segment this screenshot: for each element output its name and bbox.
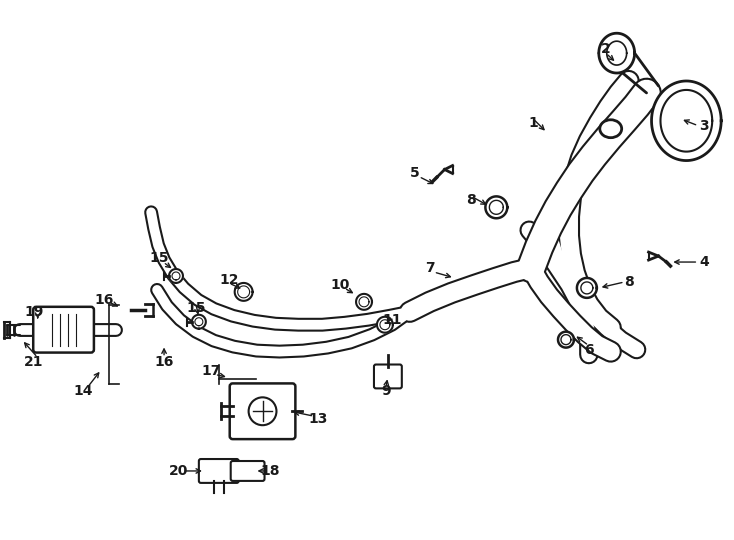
Text: 13: 13 xyxy=(308,412,328,426)
Text: 8: 8 xyxy=(467,193,476,207)
Polygon shape xyxy=(169,269,183,283)
Polygon shape xyxy=(558,332,574,348)
Text: 18: 18 xyxy=(261,464,280,478)
Polygon shape xyxy=(377,317,393,333)
Text: 21: 21 xyxy=(24,355,43,368)
FancyBboxPatch shape xyxy=(374,364,401,388)
Text: 9: 9 xyxy=(381,384,390,399)
Text: 15: 15 xyxy=(149,251,169,265)
Text: 15: 15 xyxy=(186,301,206,315)
Text: 12: 12 xyxy=(219,273,239,287)
Ellipse shape xyxy=(600,120,622,138)
Text: 7: 7 xyxy=(425,261,435,275)
FancyBboxPatch shape xyxy=(33,307,94,353)
Text: 3: 3 xyxy=(700,119,709,133)
Text: 16: 16 xyxy=(154,355,174,368)
Polygon shape xyxy=(192,315,206,329)
Polygon shape xyxy=(235,283,252,301)
Text: 4: 4 xyxy=(700,255,709,269)
Polygon shape xyxy=(577,278,597,298)
Text: 20: 20 xyxy=(170,464,189,478)
Polygon shape xyxy=(652,81,722,160)
Text: 19: 19 xyxy=(24,305,43,319)
Text: 10: 10 xyxy=(330,278,350,292)
FancyBboxPatch shape xyxy=(230,383,295,439)
FancyBboxPatch shape xyxy=(230,461,264,481)
Text: 2: 2 xyxy=(601,42,611,56)
Polygon shape xyxy=(356,294,372,310)
Text: 8: 8 xyxy=(624,275,633,289)
Text: 11: 11 xyxy=(382,313,401,327)
Circle shape xyxy=(249,397,277,425)
Text: 6: 6 xyxy=(584,342,594,356)
Text: 17: 17 xyxy=(201,364,220,379)
FancyBboxPatch shape xyxy=(199,459,239,483)
Text: 1: 1 xyxy=(528,116,538,130)
Text: 14: 14 xyxy=(73,384,93,399)
Polygon shape xyxy=(661,90,712,152)
Text: 5: 5 xyxy=(410,165,420,179)
Polygon shape xyxy=(485,197,507,218)
Polygon shape xyxy=(599,33,635,73)
Text: 16: 16 xyxy=(95,293,114,307)
